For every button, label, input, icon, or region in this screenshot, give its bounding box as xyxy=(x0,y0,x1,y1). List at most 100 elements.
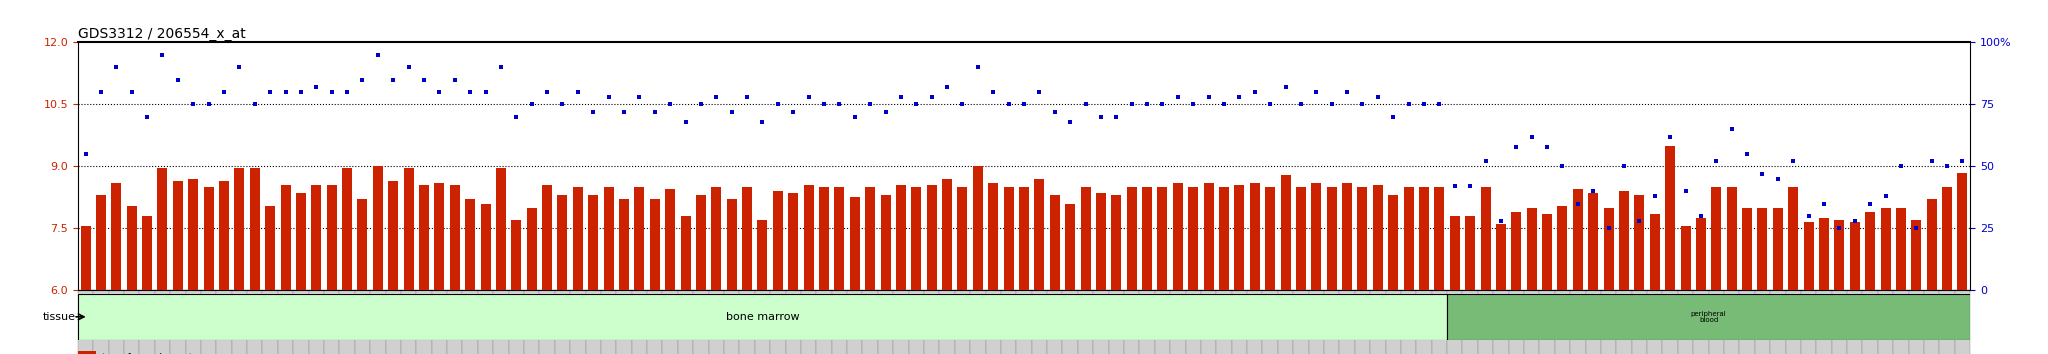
Point xyxy=(1253,102,1286,107)
FancyBboxPatch shape xyxy=(1571,290,1585,354)
Point xyxy=(1376,114,1409,120)
Point xyxy=(915,94,948,100)
FancyBboxPatch shape xyxy=(1602,290,1616,354)
FancyBboxPatch shape xyxy=(1186,290,1200,354)
Bar xyxy=(618,199,629,290)
Bar xyxy=(80,226,90,290)
Bar xyxy=(172,181,182,290)
FancyBboxPatch shape xyxy=(1923,290,1939,354)
Text: transformed count: transformed count xyxy=(102,353,193,354)
Bar xyxy=(512,220,522,290)
Point xyxy=(1608,164,1640,169)
Point xyxy=(715,109,748,115)
Bar xyxy=(1419,187,1430,290)
Point xyxy=(1362,94,1395,100)
Point xyxy=(930,84,963,90)
Bar xyxy=(911,187,922,290)
FancyBboxPatch shape xyxy=(1169,290,1186,354)
Bar xyxy=(1556,206,1567,290)
Bar xyxy=(1726,187,1737,290)
Point xyxy=(1731,151,1763,157)
Bar xyxy=(203,187,213,290)
FancyBboxPatch shape xyxy=(725,290,739,354)
Bar xyxy=(96,195,106,290)
Bar xyxy=(680,216,690,290)
Bar xyxy=(451,185,459,290)
Point xyxy=(176,102,209,107)
FancyBboxPatch shape xyxy=(78,290,94,354)
FancyBboxPatch shape xyxy=(1616,290,1632,354)
Bar xyxy=(264,206,274,290)
Point xyxy=(1393,102,1425,107)
Bar xyxy=(328,185,336,290)
Point xyxy=(608,109,641,115)
Point xyxy=(315,89,348,95)
Point xyxy=(745,119,778,125)
FancyBboxPatch shape xyxy=(739,290,756,354)
Point xyxy=(946,102,979,107)
FancyBboxPatch shape xyxy=(1739,290,1755,354)
Point xyxy=(1655,134,1688,139)
Bar xyxy=(1372,185,1382,290)
FancyBboxPatch shape xyxy=(1540,290,1554,354)
Point xyxy=(1192,94,1225,100)
FancyBboxPatch shape xyxy=(1278,290,1292,354)
Bar xyxy=(358,199,367,290)
Bar xyxy=(1341,183,1352,290)
FancyBboxPatch shape xyxy=(1862,290,1878,354)
Point xyxy=(1700,159,1733,164)
Point xyxy=(776,109,809,115)
Bar xyxy=(1249,183,1260,290)
Point xyxy=(268,89,301,95)
Point xyxy=(162,77,195,82)
Bar xyxy=(1204,183,1214,290)
Bar xyxy=(942,179,952,290)
Bar xyxy=(127,206,137,290)
Bar xyxy=(1634,195,1645,290)
FancyBboxPatch shape xyxy=(401,290,416,354)
Bar xyxy=(989,183,997,290)
Bar xyxy=(1774,208,1784,290)
Bar xyxy=(465,199,475,290)
Bar xyxy=(864,187,874,290)
Point xyxy=(223,64,256,70)
Bar xyxy=(711,187,721,290)
FancyBboxPatch shape xyxy=(1462,290,1479,354)
Point xyxy=(516,102,549,107)
Point xyxy=(1499,144,1532,149)
FancyBboxPatch shape xyxy=(1108,290,1124,354)
Point xyxy=(115,89,147,95)
Point xyxy=(1792,213,1825,219)
FancyBboxPatch shape xyxy=(1554,290,1571,354)
FancyBboxPatch shape xyxy=(940,290,954,354)
Point xyxy=(1468,159,1501,164)
FancyBboxPatch shape xyxy=(1155,290,1169,354)
Point xyxy=(193,102,225,107)
Bar xyxy=(1051,195,1059,290)
Text: tissue: tissue xyxy=(43,312,76,322)
Bar xyxy=(635,187,645,290)
Point xyxy=(961,64,993,70)
Bar xyxy=(111,183,121,290)
FancyBboxPatch shape xyxy=(862,290,879,354)
Bar xyxy=(1696,218,1706,290)
Text: bone marrow: bone marrow xyxy=(725,312,799,322)
Point xyxy=(455,89,487,95)
Bar xyxy=(1542,214,1552,290)
Point xyxy=(793,94,825,100)
Bar xyxy=(834,187,844,290)
FancyBboxPatch shape xyxy=(125,290,139,354)
FancyBboxPatch shape xyxy=(1524,290,1540,354)
Bar xyxy=(850,198,860,290)
FancyBboxPatch shape xyxy=(1292,290,1309,354)
Point xyxy=(1591,225,1624,231)
Bar xyxy=(1849,222,1860,290)
Point xyxy=(731,94,764,100)
Bar xyxy=(895,185,905,290)
Bar xyxy=(1112,195,1122,290)
Bar xyxy=(557,195,567,290)
FancyBboxPatch shape xyxy=(1063,290,1077,354)
FancyBboxPatch shape xyxy=(186,290,201,354)
Point xyxy=(285,89,317,95)
Point xyxy=(578,109,610,115)
